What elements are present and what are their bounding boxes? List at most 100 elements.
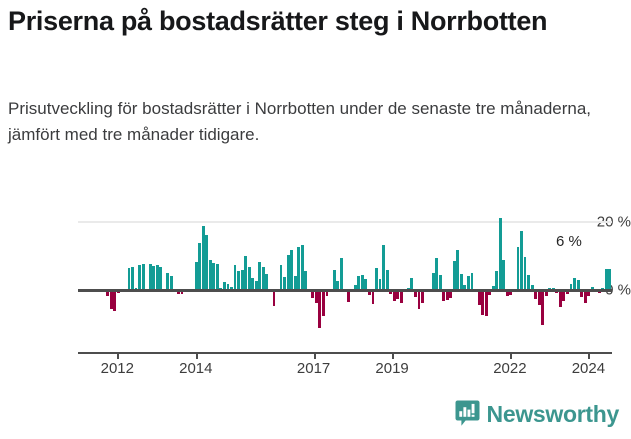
x-axis-tick-label: 2017 <box>296 360 331 377</box>
bar <box>297 246 301 289</box>
bar <box>505 289 509 297</box>
bar <box>392 289 396 301</box>
bar <box>247 267 251 289</box>
plot-area <box>78 200 612 350</box>
bar <box>587 289 591 297</box>
bar-chart-speech-bubble-icon <box>455 400 480 428</box>
bar <box>339 258 343 289</box>
bar <box>279 264 283 289</box>
bar <box>562 289 566 301</box>
bar <box>435 258 439 289</box>
x-axis-tick <box>588 352 591 359</box>
bar <box>520 231 523 289</box>
page-title: Priserna på bostadsrätter steg i Norrbot… <box>8 6 548 36</box>
bar <box>544 289 548 296</box>
bar <box>417 289 421 309</box>
bar <box>148 264 152 289</box>
bar <box>523 256 527 289</box>
bar <box>318 289 322 329</box>
bar <box>311 289 315 298</box>
bar <box>467 276 470 289</box>
bar <box>109 289 113 309</box>
bar <box>336 281 340 289</box>
bar <box>452 261 456 289</box>
x-axis-tick <box>117 352 120 359</box>
bar <box>215 264 219 289</box>
bar <box>481 289 485 315</box>
bar <box>445 289 449 301</box>
bar <box>580 289 584 297</box>
bar <box>498 218 502 289</box>
bar <box>194 262 198 289</box>
bar <box>548 287 552 290</box>
bar <box>371 289 375 305</box>
bar <box>322 289 325 317</box>
bar <box>353 285 357 289</box>
bar <box>360 274 364 289</box>
bar <box>442 289 446 301</box>
bar <box>470 273 474 289</box>
bar <box>222 281 226 289</box>
bar <box>438 275 442 289</box>
y-axis-tick-label-0: 0 % <box>605 281 631 299</box>
bar <box>463 284 467 289</box>
x-axis-tick-label: 2019 <box>375 360 409 377</box>
bar <box>152 266 156 289</box>
bar <box>569 283 573 289</box>
newsworthy-logo[interactable]: Newsworthy <box>455 400 619 428</box>
bar <box>198 243 202 289</box>
bar <box>226 283 230 289</box>
bar <box>261 266 265 289</box>
bar-chart: 20 % 0 % 6 % 2012 2014 2017 2019 2022 2024 <box>0 200 631 390</box>
bar <box>219 287 223 290</box>
bar <box>491 285 495 289</box>
x-axis-tick <box>195 352 198 359</box>
bar <box>583 289 587 303</box>
bar <box>509 289 513 296</box>
bar <box>367 289 371 296</box>
bar <box>396 289 400 300</box>
bar <box>113 289 117 312</box>
bar <box>230 287 233 289</box>
bar <box>488 289 492 296</box>
x-axis-tick-label: 2024 <box>571 360 606 377</box>
bar <box>399 289 403 303</box>
bar <box>212 263 216 289</box>
bar <box>541 289 545 325</box>
bar <box>385 269 389 289</box>
bar <box>601 288 605 290</box>
bar <box>534 289 538 299</box>
bar <box>258 261 262 289</box>
bar <box>406 287 410 289</box>
bar <box>265 273 269 289</box>
bar <box>413 289 417 297</box>
bar <box>558 289 562 307</box>
footer: Newsworthy <box>0 396 631 439</box>
bar <box>590 286 594 289</box>
zero-baseline <box>78 289 612 292</box>
bar <box>300 244 304 289</box>
bar <box>502 260 506 289</box>
bar <box>244 256 248 289</box>
bar <box>127 268 131 289</box>
bar <box>421 289 424 304</box>
bar <box>477 289 481 306</box>
bar <box>283 277 286 289</box>
bar <box>208 260 212 289</box>
bar <box>530 284 534 289</box>
bar <box>233 265 237 289</box>
bar <box>346 289 350 302</box>
bar <box>449 289 453 298</box>
bar <box>459 273 463 289</box>
bar <box>166 273 170 289</box>
bar <box>286 255 290 289</box>
bar <box>237 271 241 289</box>
bar <box>604 268 608 289</box>
logo-wordmark: Newsworthy <box>486 400 620 427</box>
x-axis-tick-label: 2022 <box>493 360 527 377</box>
bar <box>254 281 258 289</box>
bar <box>382 244 386 289</box>
bar <box>537 289 541 305</box>
bar <box>364 278 368 289</box>
x-axis-tick-label: 2012 <box>100 360 134 377</box>
